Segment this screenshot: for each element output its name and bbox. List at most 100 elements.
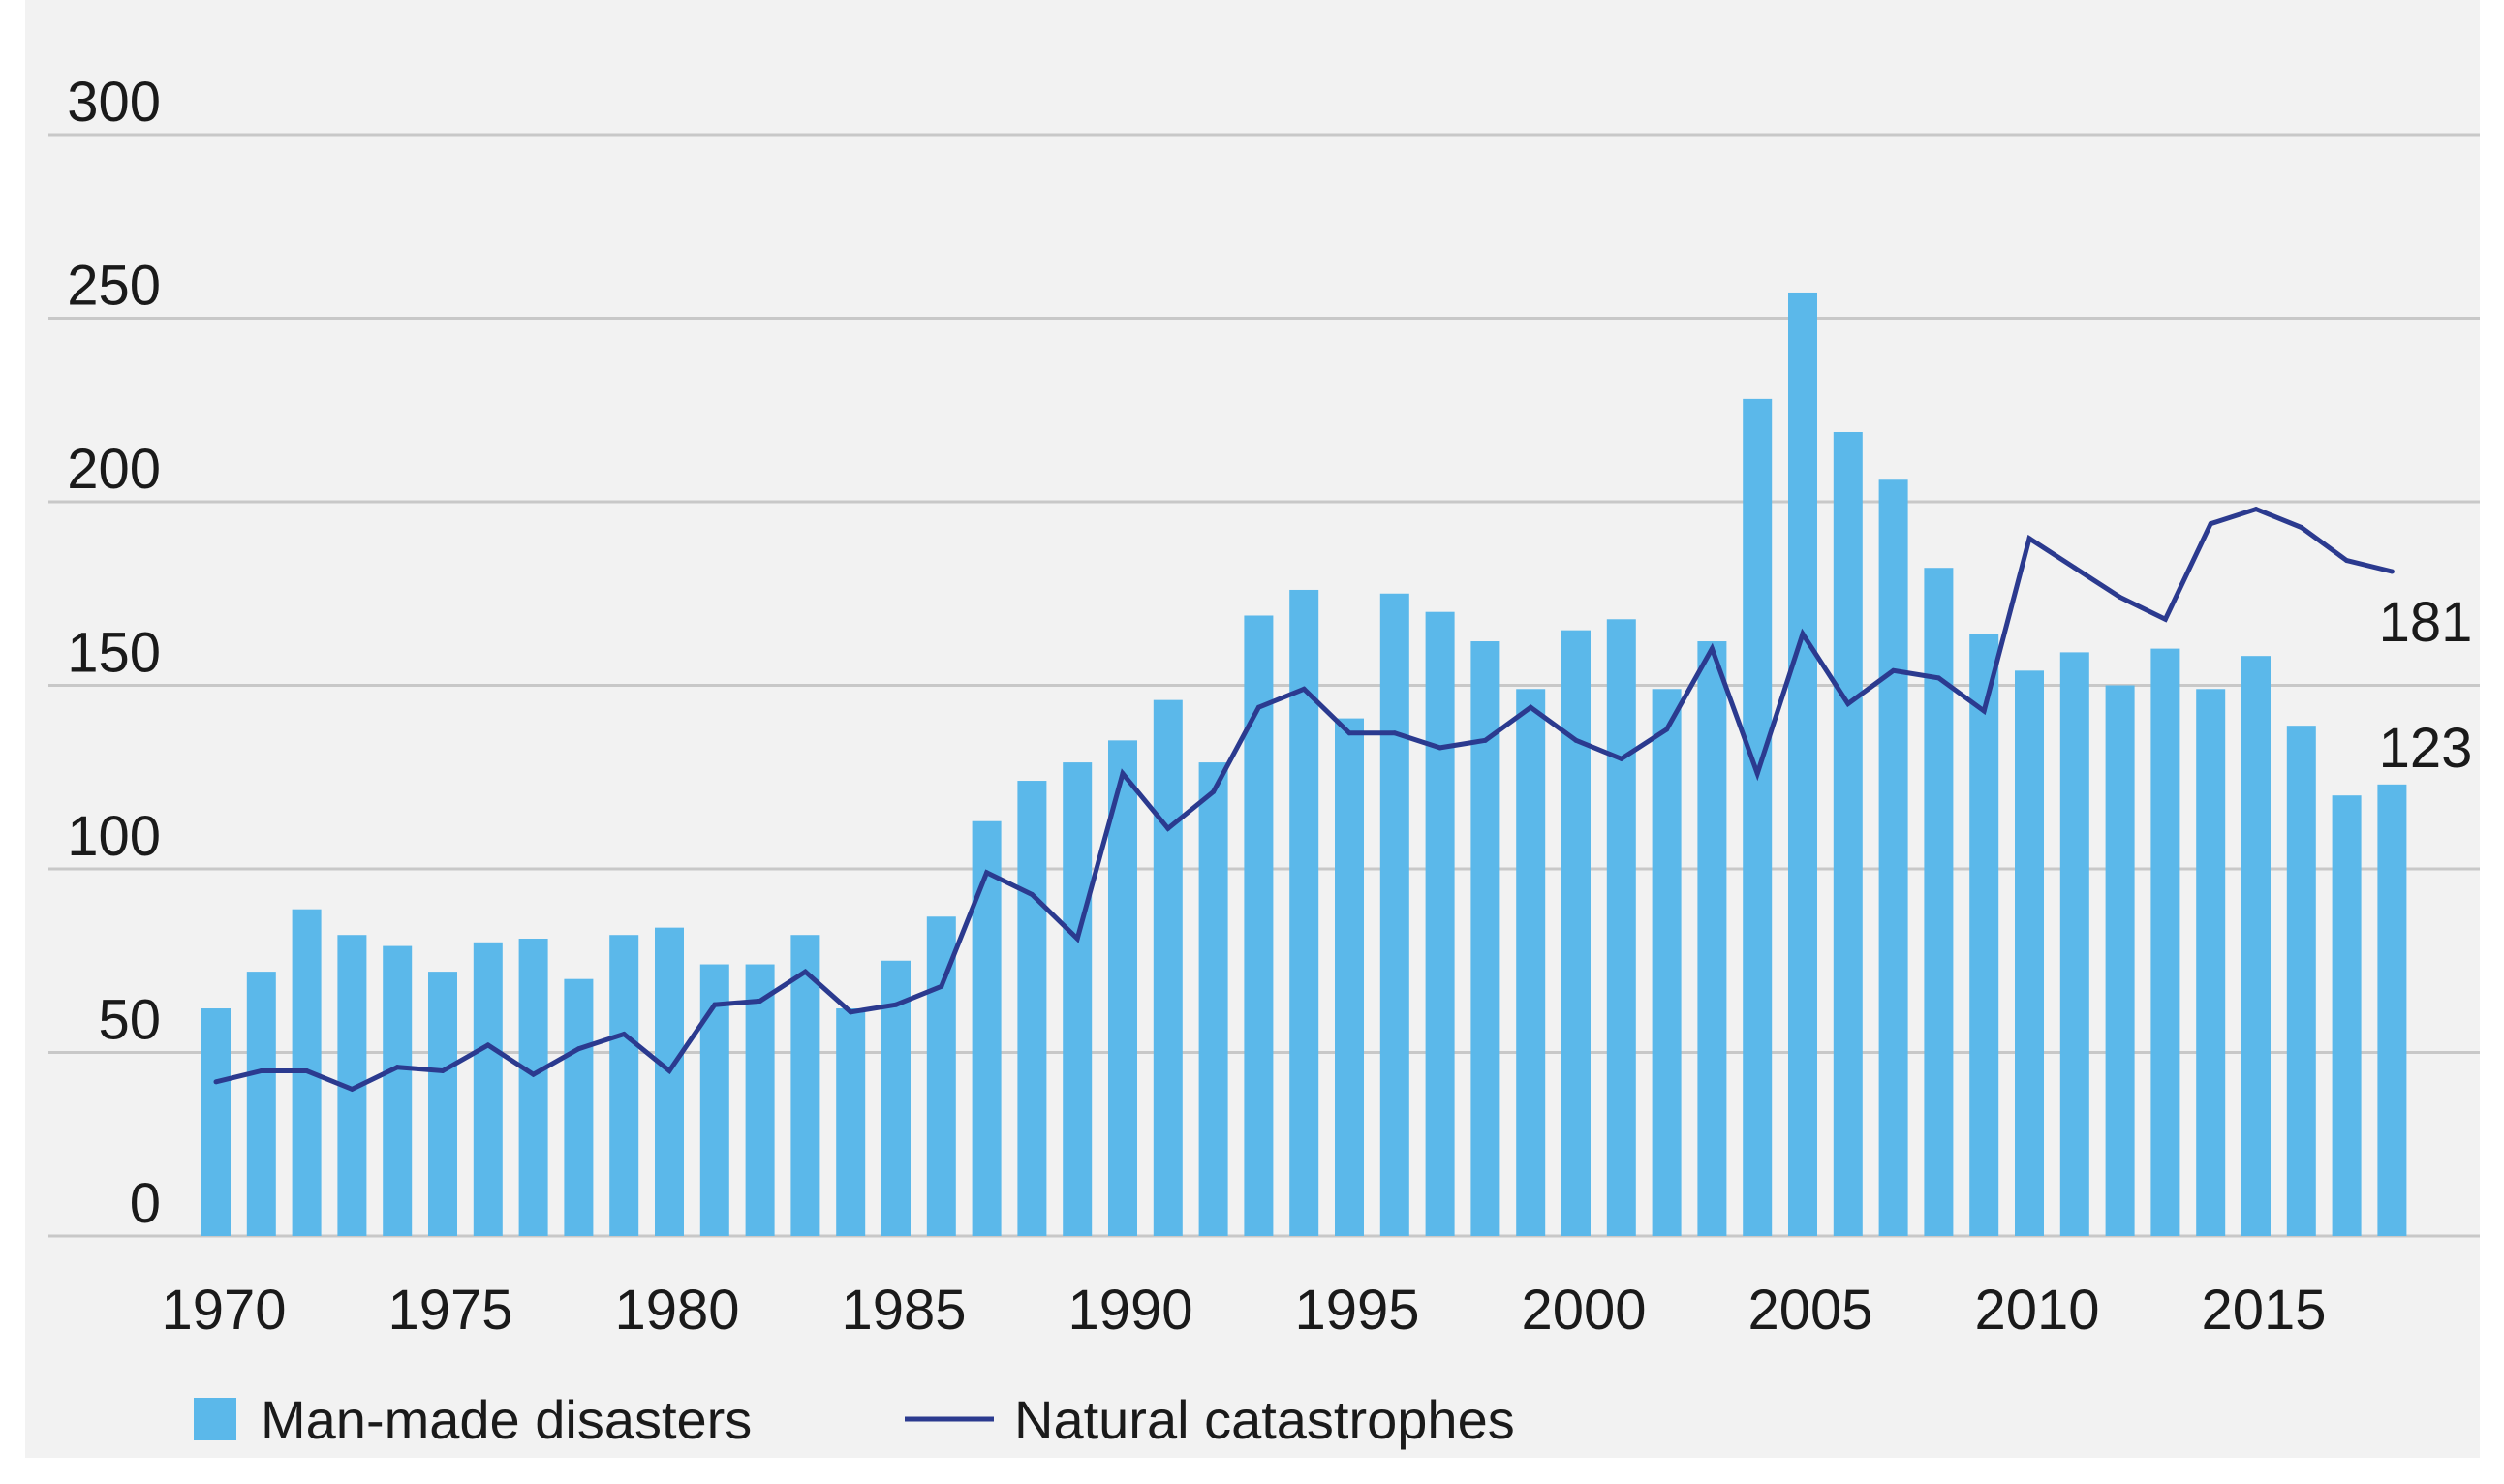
line-point-1988: [1029, 892, 1035, 898]
bar-1999: [1516, 689, 1546, 1236]
bar-2015: [2241, 656, 2271, 1236]
x-tick-label: 1990: [1067, 1279, 1192, 1342]
line-point-1983: [802, 969, 808, 974]
y-tick-label: 250: [67, 255, 161, 318]
line-point-1994: [1301, 686, 1307, 692]
line-point-2016: [2299, 525, 2304, 531]
line-point-1987: [984, 870, 990, 876]
legend: Man-made disasters Natural catastrophes: [194, 1389, 1515, 1450]
bar-1991: [1153, 699, 1183, 1236]
bar-1975: [428, 972, 457, 1236]
y-tick-label: 50: [98, 989, 161, 1052]
bar-2005: [1788, 292, 1817, 1237]
natural-catastrophes-line: [213, 506, 2395, 1093]
bar-2011: [2059, 652, 2089, 1236]
line-point-1992: [1211, 788, 1217, 794]
bar-2000: [1561, 630, 1591, 1236]
line-point-2004: [1754, 770, 1760, 776]
y-tick-label: 0: [130, 1172, 161, 1235]
bar-2017: [2332, 795, 2362, 1236]
line-point-1991: [1165, 825, 1171, 831]
y-tick-label: 100: [67, 805, 161, 868]
bar-1993: [1244, 615, 1274, 1236]
y-tick-label: 300: [67, 71, 161, 134]
line-point-1973: [349, 1086, 355, 1092]
line-point-1984: [848, 1009, 853, 1015]
y-axis-ticks: 0 50 100 150 200 250 300: [67, 71, 161, 1235]
bar-2014: [2196, 689, 2226, 1236]
bar-1984: [836, 1008, 866, 1236]
bar-1996: [1379, 593, 1409, 1236]
bar-2018: [2377, 784, 2407, 1236]
bar-1986: [926, 916, 956, 1236]
line-point-2011: [2072, 565, 2078, 571]
bar-1970: [201, 1008, 231, 1236]
line-point-1986: [939, 983, 944, 989]
line-point-1971: [259, 1067, 264, 1073]
line-point-1980: [666, 1067, 672, 1073]
line-point-2015: [2253, 507, 2259, 512]
bar-2001: [1606, 619, 1636, 1236]
x-tick-label: 1975: [387, 1279, 512, 1342]
bar-1978: [564, 978, 594, 1236]
bar-1977: [518, 939, 548, 1236]
line-point-1976: [485, 1042, 491, 1048]
line-point-2010: [2026, 536, 2032, 541]
annotation-natural-last: 181: [2379, 591, 2473, 654]
end-annotations: 181 123: [2379, 591, 2473, 780]
line-point-1995: [1346, 730, 1352, 736]
annotation-manmade-last: 123: [2379, 717, 2473, 780]
line-point-2008: [1935, 675, 1941, 681]
bar-1980: [655, 927, 684, 1236]
line-point-1996: [1392, 730, 1398, 736]
bar-2012: [2105, 685, 2135, 1236]
line-point-2013: [2162, 616, 2168, 622]
legend-label-line: Natural catastrophes: [1014, 1389, 1515, 1450]
bar-1992: [1198, 762, 1228, 1236]
line-point-2009: [1981, 708, 1987, 714]
bar-2009: [1969, 634, 1999, 1236]
bar-2007: [1878, 479, 1908, 1236]
bar-1983: [790, 935, 820, 1236]
bar-2016: [2286, 726, 2316, 1236]
bar-1976: [473, 942, 503, 1236]
bar-1979: [609, 935, 639, 1236]
legend-label-bars: Man-made disasters: [261, 1389, 752, 1450]
line-point-1998: [1482, 737, 1488, 743]
line-point-2000: [1573, 737, 1579, 743]
line-point-1979: [621, 1032, 627, 1037]
x-tick-label: 1970: [161, 1279, 286, 1342]
bar-1990: [1108, 740, 1137, 1236]
chart-panel: 0 50 100 150 200 250 300 1970 1975 1980 1985 1990 1…: [25, 0, 2480, 1458]
x-tick-label: 2015: [2201, 1279, 2326, 1342]
bar-2010: [2015, 670, 2044, 1236]
y-tick-label: 200: [67, 438, 161, 501]
line-point-1975: [440, 1067, 446, 1073]
x-tick-label: 2005: [1747, 1279, 1872, 1342]
bar-2008: [1924, 568, 1954, 1236]
line-point-1990: [1120, 770, 1126, 776]
line-point-2012: [2118, 595, 2123, 601]
bar-2006: [1833, 431, 1863, 1236]
line-point-1982: [757, 998, 763, 1004]
bar-1989: [1063, 762, 1093, 1236]
line-point-1989: [1074, 936, 1080, 942]
line-point-2014: [2208, 521, 2213, 527]
line-point-1985: [893, 1002, 899, 1007]
line-point-1999: [1528, 704, 1533, 710]
x-tick-label: 2010: [1974, 1279, 2099, 1342]
line-point-2001: [1619, 756, 1624, 761]
line-point-1981: [712, 1002, 718, 1007]
line-point-2002: [1664, 727, 1670, 732]
bar-1997: [1425, 611, 1455, 1236]
line-point-1970: [213, 1079, 219, 1085]
x-tick-label: 1995: [1294, 1279, 1419, 1342]
bar-2013: [2150, 648, 2180, 1236]
x-tick-label: 2000: [1521, 1279, 1646, 1342]
bar-1981: [699, 964, 729, 1236]
line-point-1974: [394, 1065, 400, 1070]
line-point-1997: [1437, 745, 1443, 751]
line-point-1972: [304, 1067, 310, 1073]
line-point-2017: [2344, 558, 2350, 564]
